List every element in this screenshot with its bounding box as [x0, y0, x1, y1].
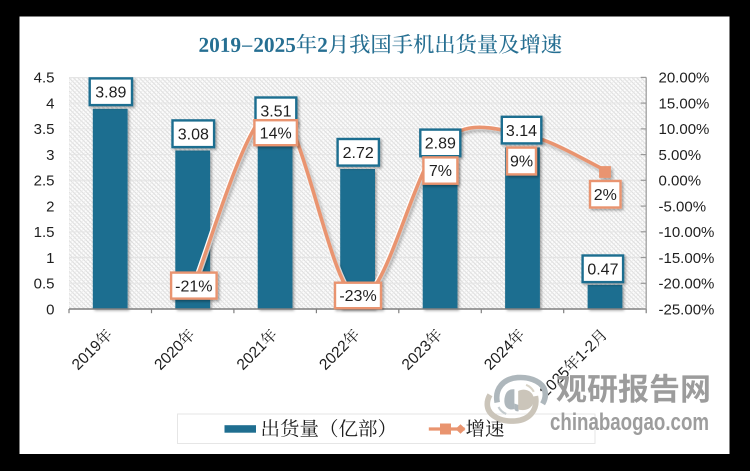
svg-text:1: 1	[46, 250, 54, 267]
svg-text:-10.00%: -10.00%	[659, 224, 715, 241]
svg-text:9%: 9%	[510, 154, 533, 171]
svg-text:3.5: 3.5	[34, 121, 55, 138]
svg-text:0.00%: 0.00%	[659, 173, 702, 190]
svg-text:20.00%: 20.00%	[659, 70, 710, 87]
svg-text:0: 0	[46, 301, 54, 318]
svg-text:0.47: 0.47	[587, 262, 618, 279]
svg-text:-5.00%: -5.00%	[659, 198, 707, 215]
svg-text:3.89: 3.89	[95, 85, 126, 102]
svg-text:3: 3	[46, 147, 54, 164]
svg-text:2: 2	[46, 198, 54, 215]
svg-text:2%: 2%	[594, 187, 617, 204]
svg-text:2.72: 2.72	[343, 145, 374, 162]
svg-text:-23%: -23%	[339, 288, 376, 305]
svg-text:7%: 7%	[429, 163, 452, 180]
svg-text:3.51: 3.51	[260, 104, 291, 121]
svg-text:2.5: 2.5	[34, 173, 55, 190]
svg-text:4.5: 4.5	[34, 70, 55, 87]
svg-text:-15.00%: -15.00%	[659, 250, 715, 267]
svg-text:10.00%: 10.00%	[659, 121, 710, 138]
svg-text:4: 4	[46, 95, 54, 112]
svg-text:2.89: 2.89	[425, 136, 456, 153]
svg-text:5.00%: 5.00%	[659, 147, 702, 164]
svg-text:0.5: 0.5	[34, 276, 55, 293]
svg-text:chinabaogao.com: chinabaogao.com	[550, 409, 709, 436]
svg-text:1.5: 1.5	[34, 224, 55, 241]
svg-text:3.14: 3.14	[506, 123, 537, 140]
svg-text:14%: 14%	[260, 125, 292, 142]
svg-text:-20.00%: -20.00%	[659, 276, 715, 293]
svg-text:3.08: 3.08	[178, 126, 209, 143]
svg-text:-21%: -21%	[175, 278, 212, 295]
svg-text:15.00%: 15.00%	[659, 95, 710, 112]
svg-text:-25.00%: -25.00%	[659, 301, 715, 318]
